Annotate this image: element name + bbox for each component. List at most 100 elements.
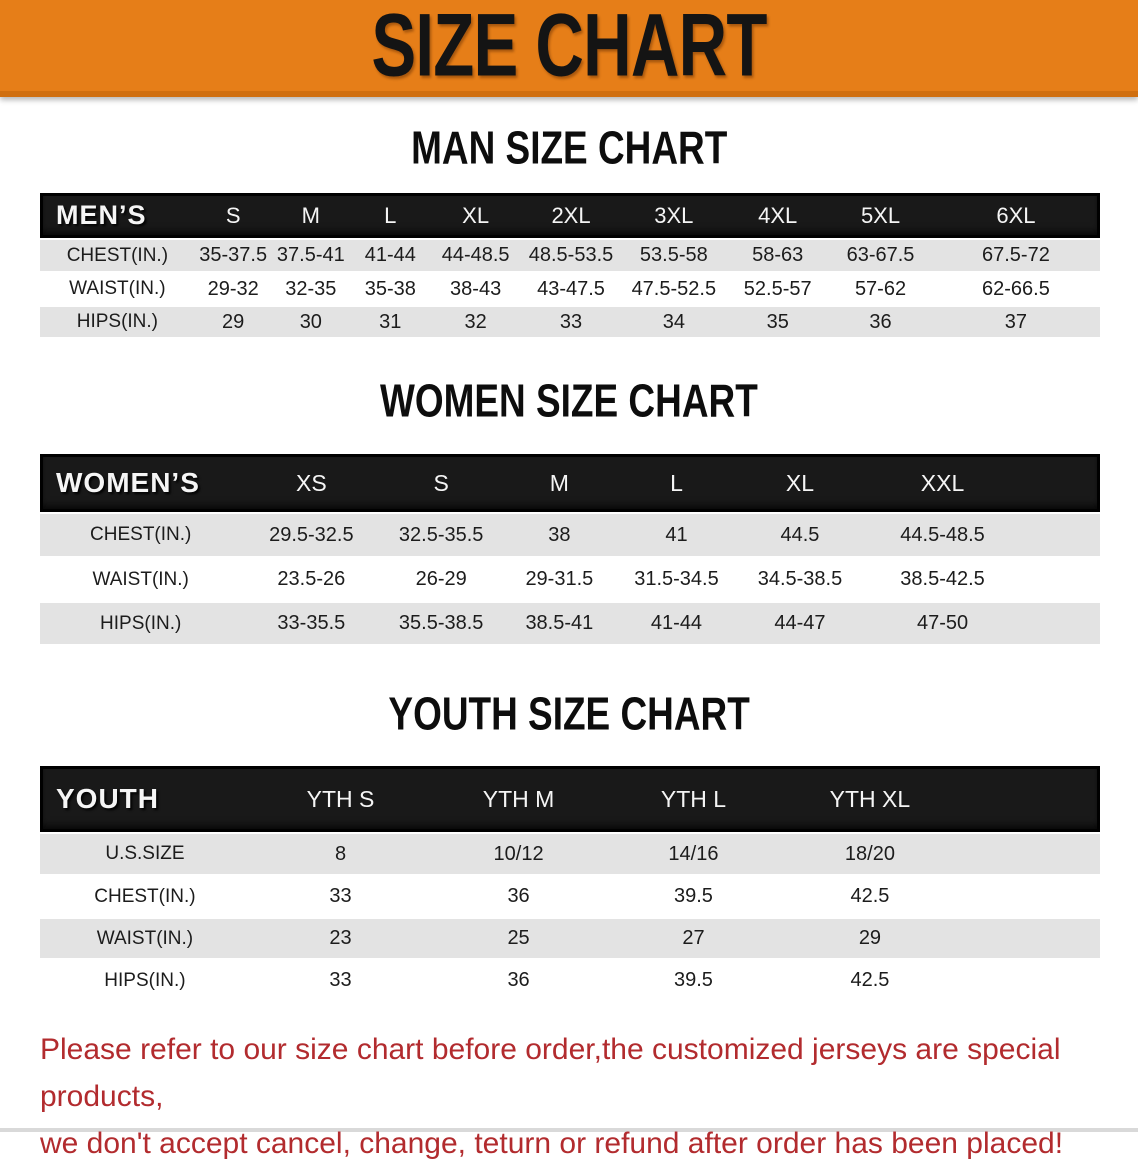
value-cell: 47-50 — [916, 612, 969, 634]
men-waist-row: WAIST(IN.) 29-32 32-35 35-38 38-43 43-47… — [40, 271, 1100, 304]
value-cell: 18/20 — [844, 842, 895, 865]
value-cell: 31.5-34.5 — [634, 568, 719, 590]
value-cell: 41-44 — [364, 244, 416, 266]
value-cell: 44-47 — [774, 612, 826, 634]
value-cell: 29.5-32.5 — [269, 523, 354, 546]
men-col-header: M — [301, 202, 320, 228]
value-cell: 44.5-48.5 — [900, 523, 985, 546]
value-cell: 29 — [858, 927, 882, 949]
women-chest-row: CHEST(IN.) 29.5-32.5 32.5-35.5 38 41 44.… — [40, 512, 1100, 556]
value-cell: 38-43 — [450, 277, 502, 300]
value-cell: 42.5 — [850, 969, 890, 991]
value-cell: 48.5-53.5 — [528, 244, 614, 266]
value-cell: 52.5-57 — [743, 277, 812, 300]
men-table-title: MEN’S — [56, 200, 147, 230]
value-cell: 29 — [222, 310, 245, 333]
men-col-header: 4XL — [758, 202, 798, 228]
value-cell: 31 — [379, 310, 402, 333]
value-cell: 35-37.5 — [199, 244, 268, 266]
value-cell: 33 — [329, 885, 352, 907]
row-label: WAIST(IN.) — [69, 278, 166, 299]
value-cell: 44-48.5 — [441, 244, 510, 266]
value-cell: 37 — [1004, 310, 1028, 333]
value-cell: 36 — [507, 885, 530, 907]
value-cell: 35.5-38.5 — [398, 612, 484, 634]
value-cell: 38.5-42.5 — [900, 568, 985, 590]
value-cell: 37.5-41 — [276, 244, 345, 266]
value-cell: 44.5 — [780, 523, 820, 546]
disclaimer: Please refer to our size chart before or… — [40, 1026, 1108, 1167]
value-cell: 35 — [766, 310, 789, 333]
women-waist-row: WAIST(IN.) 23.5-26 26-29 29-31.5 31.5-34… — [40, 556, 1100, 600]
youth-hips-row: HIPS(IN.) 33 36 39.5 42.5 — [40, 958, 1100, 1000]
row-label: HIPS(IN.) — [104, 969, 186, 991]
value-cell: 33 — [329, 969, 352, 991]
women-section-heading: WOMEN SIZE CHART — [0, 375, 1138, 428]
value-cell: 38.5-41 — [525, 612, 594, 634]
disclaimer-line-2: we don't accept cancel, change, teturn o… — [40, 1127, 1064, 1160]
value-cell: 39.5 — [673, 885, 713, 907]
men-col-header: 5XL — [860, 202, 901, 228]
youth-table-header-row: YOUTH YTH S YTH M YTH L YTH XL — [40, 766, 1100, 832]
value-cell: 33 — [559, 310, 583, 333]
value-cell: 47.5-52.5 — [631, 277, 717, 300]
value-cell: 30 — [299, 310, 322, 333]
men-col-header: L — [384, 202, 397, 228]
value-cell: 27 — [682, 927, 705, 949]
value-cell: 29-32 — [207, 277, 259, 300]
row-label: CHEST(IN.) — [66, 244, 169, 266]
disclaimer-line-1: Please refer to our size chart before or… — [40, 1033, 1061, 1113]
value-cell: 14/16 — [668, 842, 719, 865]
value-cell: 36 — [507, 969, 530, 991]
value-cell: 8 — [334, 842, 347, 865]
women-col-header: XS — [296, 469, 327, 496]
value-cell: 43-47.5 — [537, 277, 605, 300]
women-col-header: XXL — [920, 469, 965, 496]
value-cell: 25 — [507, 927, 530, 949]
value-cell: 41 — [665, 523, 688, 546]
youth-waist-row: WAIST(IN.) 23 25 27 29 — [40, 916, 1100, 958]
value-cell: 53.5-58 — [639, 244, 708, 266]
value-cell: 33-35.5 — [277, 612, 346, 634]
value-cell: 34 — [662, 310, 685, 333]
row-label: WAIST(IN.) — [92, 568, 189, 590]
value-cell: 29-31.5 — [525, 568, 594, 590]
youth-size-table: YOUTH YTH S YTH M YTH L YTH XL U.S.SIZE … — [40, 766, 1100, 1000]
youth-col-header: YTH M — [482, 785, 555, 812]
women-col-header: S — [433, 469, 449, 496]
women-hips-row: HIPS(IN.) 33-35.5 35.5-38.5 38.5-41 41-4… — [40, 600, 1100, 644]
youth-col-header: YTH XL — [829, 785, 911, 812]
men-col-header: S — [225, 202, 241, 228]
men-chest-row: CHEST(IN.) 35-37.5 37.5-41 41-44 44-48.5… — [40, 238, 1100, 271]
value-cell: 32-35 — [285, 277, 337, 300]
row-label: HIPS(IN.) — [76, 311, 159, 332]
men-col-header: 3XL — [654, 202, 694, 228]
youth-table-title: YOUTH — [56, 783, 159, 814]
row-label: U.S.SIZE — [105, 843, 185, 864]
value-cell: 63-67.5 — [846, 244, 915, 266]
youth-section-heading: YOUTH SIZE CHART — [0, 688, 1138, 741]
banner-title: SIZE CHART — [371, 0, 767, 95]
women-heading-text: WOMEN SIZE CHART — [380, 375, 758, 428]
men-heading-text: MAN SIZE CHART — [410, 122, 728, 175]
women-col-header: XL — [785, 469, 815, 496]
value-cell: 38 — [548, 523, 571, 546]
men-size-table: MEN’S S M L XL 2XL 3XL 4XL 5XL 6XL CHEST… — [40, 193, 1100, 337]
youth-chest-row: CHEST(IN.) 33 36 39.5 42.5 — [40, 874, 1100, 916]
women-col-header: L — [670, 469, 683, 496]
row-label: HIPS(IN.) — [100, 612, 182, 634]
women-table-header-row: WOMEN’S XS S M L XL XXL — [40, 454, 1100, 512]
men-col-header: 2XL — [551, 202, 591, 228]
youth-col-header: YTH L — [660, 785, 727, 812]
value-cell: 35-38 — [364, 277, 416, 300]
women-col-header: M — [549, 469, 569, 496]
value-cell: 67.5-72 — [982, 244, 1050, 266]
row-label: WAIST(IN.) — [96, 927, 194, 949]
value-cell: 26-29 — [415, 568, 467, 590]
youth-col-header: YTH S — [306, 785, 375, 812]
men-section-heading: MAN SIZE CHART — [0, 122, 1138, 175]
women-size-table: WOMEN’S XS S M L XL XXL CHEST(IN.) 29.5-… — [40, 454, 1100, 644]
value-cell: 39.5 — [673, 969, 713, 991]
youth-heading-text: YOUTH SIZE CHART — [388, 688, 750, 741]
